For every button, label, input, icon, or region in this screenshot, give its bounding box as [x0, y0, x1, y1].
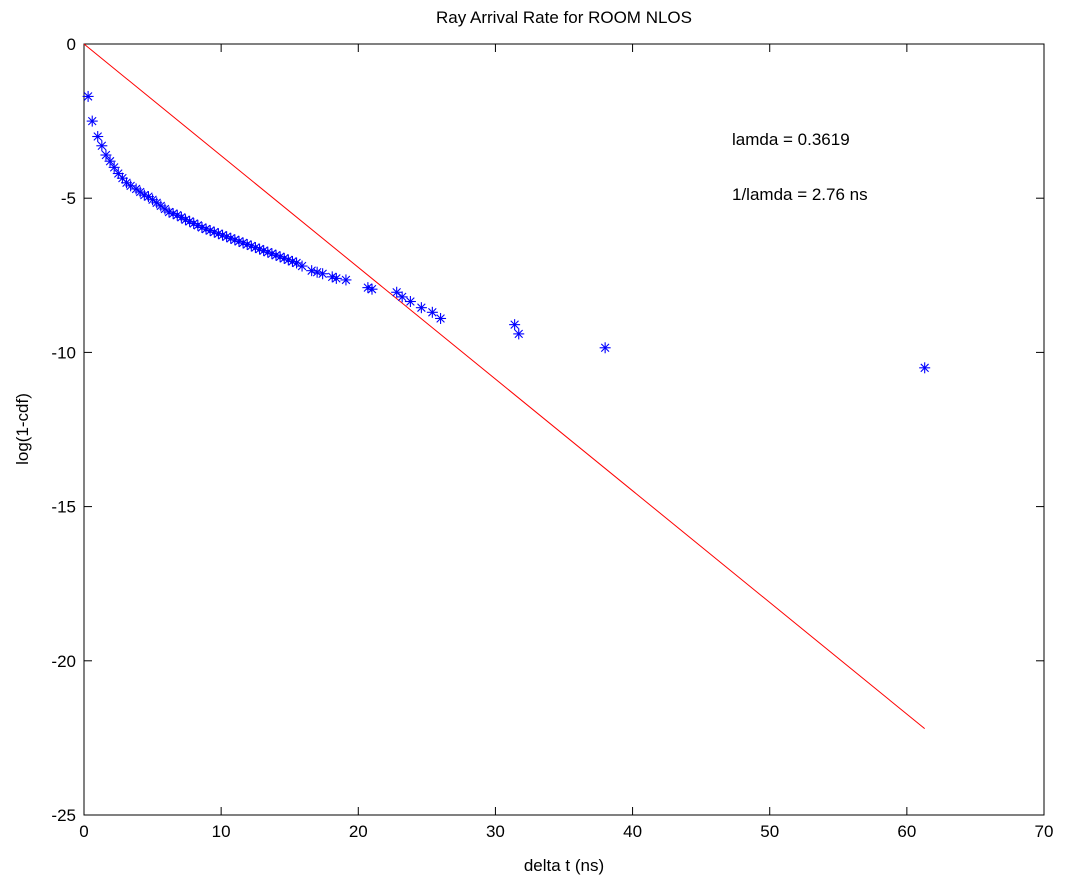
x-tick-label: 70 — [1035, 822, 1054, 841]
data-point — [509, 319, 521, 331]
y-tick-label: -10 — [51, 343, 76, 362]
data-point — [125, 180, 137, 192]
data-point — [104, 155, 116, 167]
data-point — [435, 312, 447, 324]
data-point — [296, 260, 308, 272]
data-point — [282, 254, 294, 266]
x-axis-label: delta t (ns) — [524, 856, 604, 875]
data-point — [330, 272, 342, 284]
chart-title: Ray Arrival Rate for ROOM NLOS — [436, 8, 692, 27]
x-tick-label: 50 — [760, 822, 779, 841]
data-point — [92, 131, 104, 143]
data-point — [179, 214, 191, 226]
data-point — [100, 149, 112, 161]
data-point — [311, 266, 323, 278]
data-point — [108, 161, 120, 173]
y-tick-label: 0 — [67, 35, 76, 54]
data-point — [396, 291, 408, 303]
data-point — [317, 268, 329, 280]
data-point — [919, 362, 931, 374]
plot-area — [83, 43, 1045, 816]
y-axis-label: log(1-cdf) — [13, 393, 32, 465]
data-point — [366, 283, 378, 295]
annotation-inverse-lamda: 1/lamda = 2.76 ns — [732, 185, 868, 204]
x-tick-label: 20 — [349, 822, 368, 841]
data-point — [86, 115, 98, 127]
data-point — [340, 274, 352, 286]
data-point — [513, 328, 525, 340]
x-tick-label: 40 — [623, 822, 642, 841]
data-point — [96, 140, 108, 152]
data-points-series — [82, 90, 931, 374]
data-point — [82, 90, 94, 102]
x-tick-label: 60 — [897, 822, 916, 841]
data-point — [599, 342, 611, 354]
data-point — [391, 286, 403, 298]
fit-line — [83, 43, 926, 730]
data-point — [415, 302, 427, 314]
y-tick-label: -15 — [51, 498, 76, 517]
x-tick-label: 0 — [79, 822, 88, 841]
y-tick-label: -5 — [61, 189, 76, 208]
y-tick-label: -25 — [51, 806, 76, 825]
data-point — [291, 257, 303, 269]
x-tick-label: 10 — [212, 822, 231, 841]
axis-ticks: 0 10 20 30 40 50 60 70 0 -5 -10 -15 -20 -25 — [51, 35, 1053, 841]
y-tick-label: -20 — [51, 652, 76, 671]
x-tick-label: 30 — [486, 822, 505, 841]
annotation-lamda: lamda = 0.3619 — [732, 130, 850, 149]
data-point — [254, 243, 266, 255]
fit-line-series — [83, 43, 926, 730]
data-point — [426, 306, 438, 318]
data-point — [404, 296, 416, 308]
